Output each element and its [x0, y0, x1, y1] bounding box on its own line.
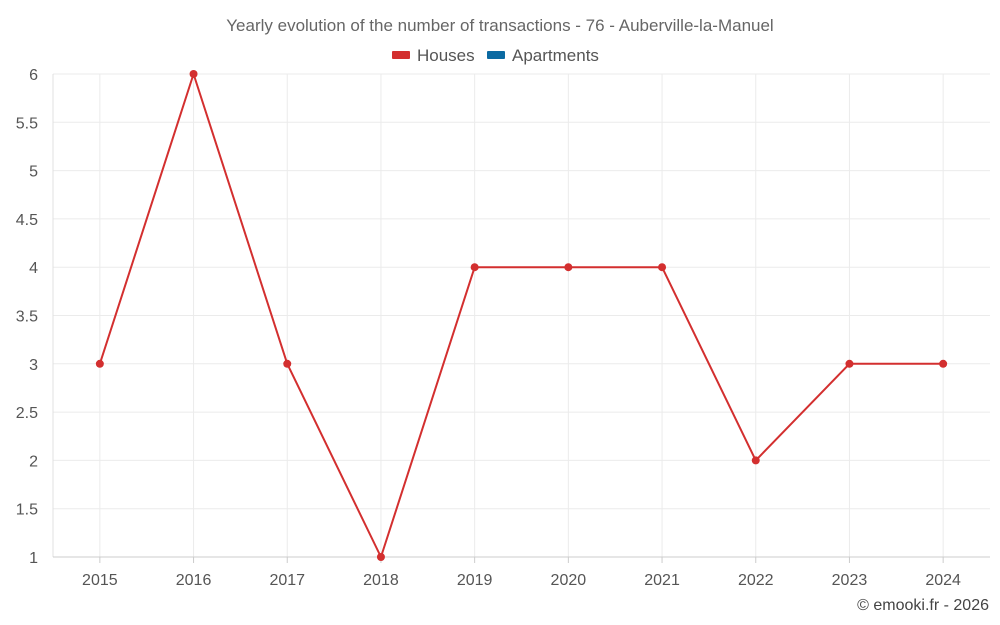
- chart-title: Yearly evolution of the number of transa…: [226, 16, 773, 35]
- legend-swatch-apartments[interactable]: [487, 51, 505, 59]
- y-tick-label: 4.5: [16, 212, 38, 229]
- x-tick-label: 2022: [738, 572, 774, 589]
- x-tick-label: 2024: [925, 572, 961, 589]
- y-tick-label: 1: [29, 550, 38, 567]
- y-tick-label: 1.5: [16, 502, 38, 519]
- grid: [53, 73, 990, 558]
- data-point-houses[interactable]: [564, 263, 573, 272]
- x-tick-label: 2015: [82, 572, 118, 589]
- y-tick-label: 2.5: [16, 405, 38, 422]
- y-tick-label: 3: [29, 357, 38, 374]
- y-tick-label: 2: [29, 453, 38, 470]
- legend-label-apartments[interactable]: Apartments: [512, 46, 599, 65]
- x-tick-label: 2023: [832, 572, 868, 589]
- data-point-houses[interactable]: [658, 263, 667, 272]
- data-point-houses[interactable]: [751, 456, 760, 465]
- y-tick-label: 3.5: [16, 309, 38, 326]
- y-tick-label: 6: [29, 67, 38, 84]
- data-point-houses[interactable]: [376, 553, 385, 561]
- data-point-houses[interactable]: [95, 359, 104, 368]
- x-tick-label: 2020: [551, 572, 587, 589]
- axes: 1 1.5 2 2.5 3 3.5 4 4.5 5 5.5 6 2015 2016 2017 2018 201…: [16, 67, 990, 589]
- data-point-houses[interactable]: [845, 359, 854, 368]
- x-tick-label: 2019: [457, 572, 493, 589]
- x-tick-label: 2016: [176, 572, 212, 589]
- y-tick-label: 4: [29, 260, 38, 277]
- legend[interactable]: Houses Apartments: [392, 46, 599, 65]
- x-tick-label: 2021: [644, 572, 680, 589]
- legend-swatch-houses[interactable]: [392, 51, 410, 59]
- legend-label-houses[interactable]: Houses: [417, 46, 475, 65]
- data-point-houses[interactable]: [189, 70, 198, 78]
- data-point-houses[interactable]: [470, 263, 479, 272]
- data-point-houses[interactable]: [283, 359, 292, 368]
- x-tick-label: 2018: [363, 572, 399, 589]
- y-tick-label: 5: [29, 164, 38, 181]
- data-point-houses[interactable]: [939, 359, 948, 368]
- y-tick-label: 5.5: [16, 115, 38, 132]
- series: [95, 70, 948, 561]
- series-line-houses: [98, 73, 944, 558]
- x-tick-label: 2017: [269, 572, 305, 589]
- credit-text: © emooki.fr - 2026: [857, 597, 989, 614]
